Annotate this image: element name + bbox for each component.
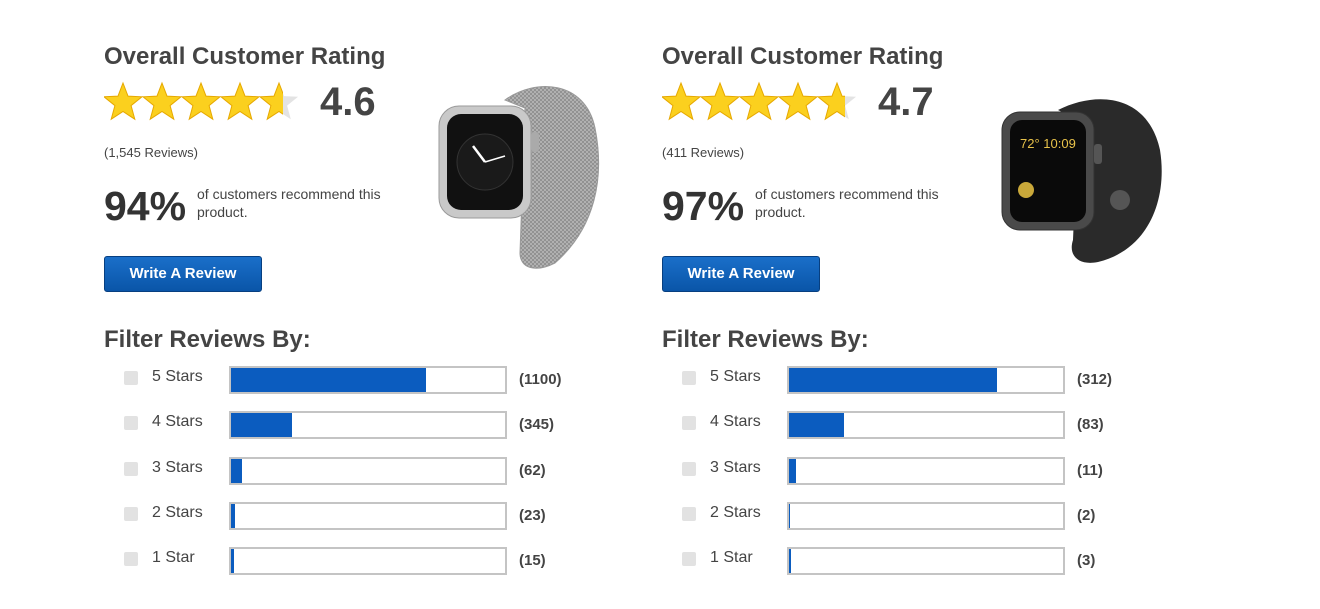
rating-value: 4.6 — [320, 80, 376, 124]
bar-fill — [231, 549, 234, 574]
star-filled — [142, 81, 182, 121]
star-filled — [259, 81, 283, 121]
bar-fill — [231, 368, 427, 392]
rating-panel: Overall Customer Rating 4.6 (1,545 Reviews… — [104, 0, 624, 609]
star-label[interactable]: 4 Stars — [710, 413, 761, 431]
star-label[interactable]: 4 Stars — [152, 413, 203, 431]
bar-fill — [789, 368, 997, 392]
write-review-button[interactable]: Write A Review — [104, 256, 262, 292]
bar-track — [229, 547, 507, 576]
recommend-percent: 97% — [662, 183, 745, 229]
filter-checkbox[interactable] — [124, 552, 138, 567]
count-label: (312) — [1077, 371, 1113, 388]
bar-fill — [789, 458, 797, 483]
count-label: (345) — [519, 416, 555, 434]
filter-checkbox[interactable] — [124, 416, 138, 431]
star-filled — [817, 81, 845, 121]
count-label: (83) — [1077, 416, 1104, 434]
star-label[interactable]: 1 Star — [152, 549, 195, 567]
bar-track — [787, 456, 1065, 485]
panel-title: Overall Customer Rating — [662, 43, 944, 70]
bar-fill — [789, 413, 845, 438]
bar-fill — [231, 503, 236, 528]
star-filled — [700, 81, 740, 121]
count-label: (62) — [519, 461, 546, 479]
svg-text:72° 10:09: 72° 10:09 — [1020, 136, 1076, 151]
star-label[interactable]: 2 Stars — [152, 503, 203, 521]
recommend-text: of customers recommend this product. — [197, 186, 381, 220]
star-label[interactable]: 3 Stars — [710, 458, 761, 476]
star-rating — [662, 81, 856, 121]
bar-track — [229, 456, 507, 485]
bar-fill — [789, 503, 791, 528]
bar-fill — [231, 458, 242, 483]
bar-track — [787, 366, 1065, 394]
filter-title: Filter Reviews By: — [104, 326, 311, 353]
filter-checkbox[interactable] — [124, 506, 138, 521]
product-image: 72° 10:09 — [1001, 99, 1162, 263]
recommend-percent: 94% — [104, 183, 187, 229]
bar-fill — [231, 413, 293, 438]
star-label[interactable]: 2 Stars — [710, 503, 761, 521]
filter-checkbox[interactable] — [124, 461, 138, 476]
star-filled — [662, 81, 701, 121]
star-filled — [778, 81, 818, 121]
panel-title: Overall Customer Rating — [104, 43, 386, 70]
star-rating — [104, 81, 298, 121]
filter-checkbox[interactable] — [682, 461, 696, 476]
star-filled — [104, 81, 143, 121]
star-filled — [181, 81, 221, 121]
star-filled — [739, 81, 779, 121]
star-filled — [220, 81, 260, 121]
count-label: (3) — [1077, 552, 1096, 570]
rating-panel: Overall Customer Rating 4.7 (411 Reviews) 9… — [662, 0, 1182, 609]
rating-value: 4.7 — [878, 80, 934, 124]
count-label: (23) — [519, 506, 546, 524]
count-label: (1100) — [519, 371, 562, 388]
bar-track — [787, 547, 1065, 576]
bar-track — [229, 501, 507, 530]
filter-checkbox[interactable] — [682, 371, 696, 385]
count-label: (15) — [519, 552, 546, 570]
filter-title: Filter Reviews By: — [662, 326, 869, 353]
filter-checkbox[interactable] — [124, 371, 138, 385]
star-label[interactable]: 1 Star — [710, 549, 753, 567]
star-label[interactable]: 5 Stars — [152, 368, 203, 385]
star-label[interactable]: 3 Stars — [152, 458, 203, 476]
filter-checkbox[interactable] — [682, 552, 696, 567]
bar-track — [229, 411, 507, 440]
star-label[interactable]: 5 Stars — [710, 368, 761, 385]
bar-track — [787, 411, 1065, 440]
write-review-button[interactable]: Write A Review — [662, 256, 820, 292]
product-image — [438, 86, 600, 269]
count-label: (11) — [1077, 461, 1103, 479]
recommend-text: of customers recommend this product. — [755, 186, 939, 220]
bar-track — [229, 366, 507, 394]
filter-checkbox[interactable] — [682, 416, 696, 431]
filter-checkbox[interactable] — [682, 506, 696, 521]
count-label: (2) — [1077, 506, 1096, 524]
review-count: (1,545 Reviews) — [104, 145, 198, 160]
bar-fill — [789, 549, 791, 574]
bar-track — [787, 501, 1065, 530]
review-count: (411 Reviews) — [662, 145, 745, 160]
